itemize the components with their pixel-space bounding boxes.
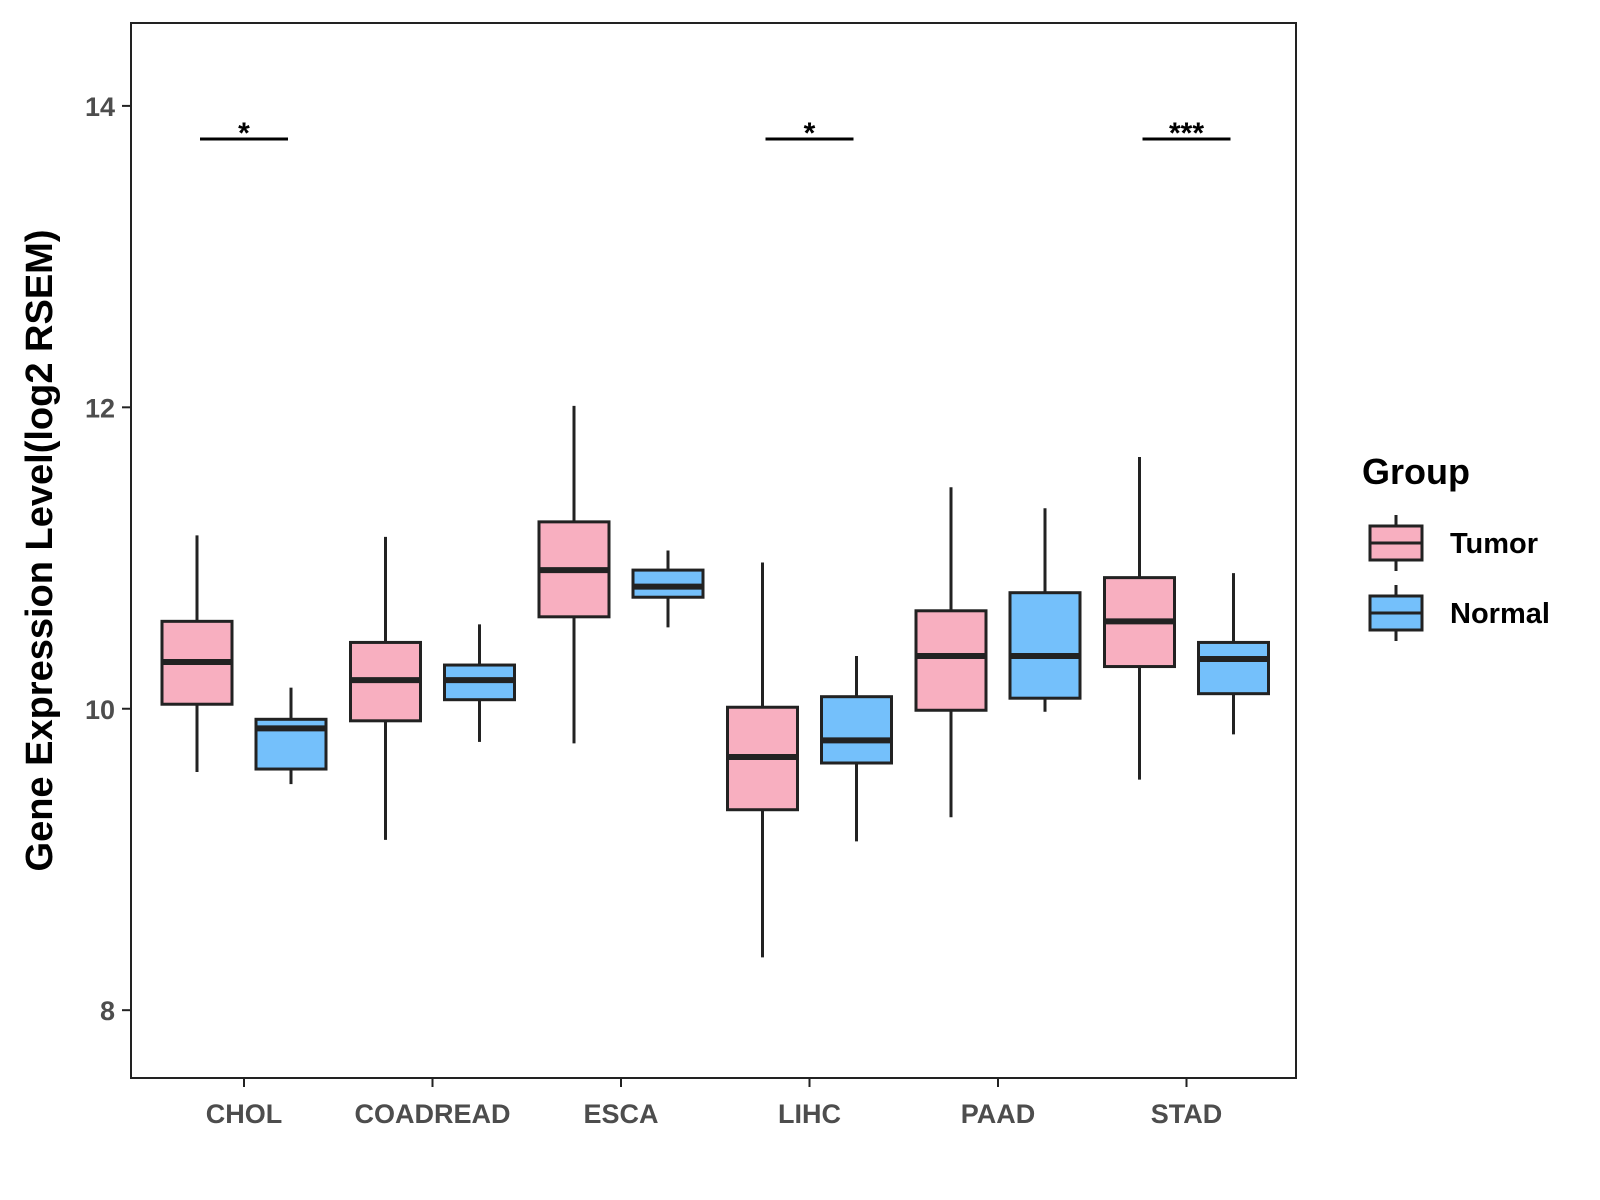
box-tumor-chol [160,535,234,773]
box-body [1008,591,1082,700]
box-body [820,695,893,765]
box-normal-coadread [443,624,516,742]
box-normal-stad [1197,573,1270,735]
y-axis-label: Gene Expression Level(log2 RSEM) [19,230,61,872]
legend-key-tumor [1368,515,1424,571]
box-tumor-paad [914,487,988,818]
significance-label: * [804,117,816,150]
plot-panel [130,22,1297,1079]
box-tumor-lihc [726,562,799,958]
box-body [631,568,705,599]
y-axis: 8 10 12 14 [85,92,131,1026]
x-tick-label: LIHC [778,1099,841,1129]
box-tumor-stad [1103,457,1176,780]
x-tick-label: PAAD [961,1099,1036,1129]
legend-label-tumor: Tumor [1450,528,1538,560]
box-normal-esca [631,550,705,628]
x-tick-label: COADREAD [354,1099,510,1129]
y-tick-label: 10 [85,695,115,725]
y-tick-label: 12 [85,393,115,423]
box-tumor-coadread [349,536,422,840]
box-normal-chol [254,687,328,785]
significance-label: * [238,117,250,150]
y-tick-label: 14 [85,92,115,122]
x-axis: CHOL COADREAD ESCA LIHC PAAD STAD [206,1078,1223,1129]
legend-key-normal [1368,585,1424,641]
boxes-layer [160,405,1270,958]
x-tick-label: ESCA [583,1099,658,1129]
legend: Group Tumor Normal [1362,451,1550,641]
box-normal-paad [1008,508,1082,712]
x-tick-label: STAD [1151,1099,1223,1129]
legend-label-normal: Normal [1450,598,1550,630]
x-tick-label: CHOL [206,1099,283,1129]
significance-layer: * * *** [200,117,1231,150]
box-body [914,609,988,712]
box-tumor-esca [537,405,611,744]
significance-label: *** [1169,117,1204,150]
y-tick-label: 8 [100,996,115,1026]
legend-title: Group [1362,451,1470,492]
box-normal-lihc [820,656,893,842]
box-body [1197,640,1270,696]
